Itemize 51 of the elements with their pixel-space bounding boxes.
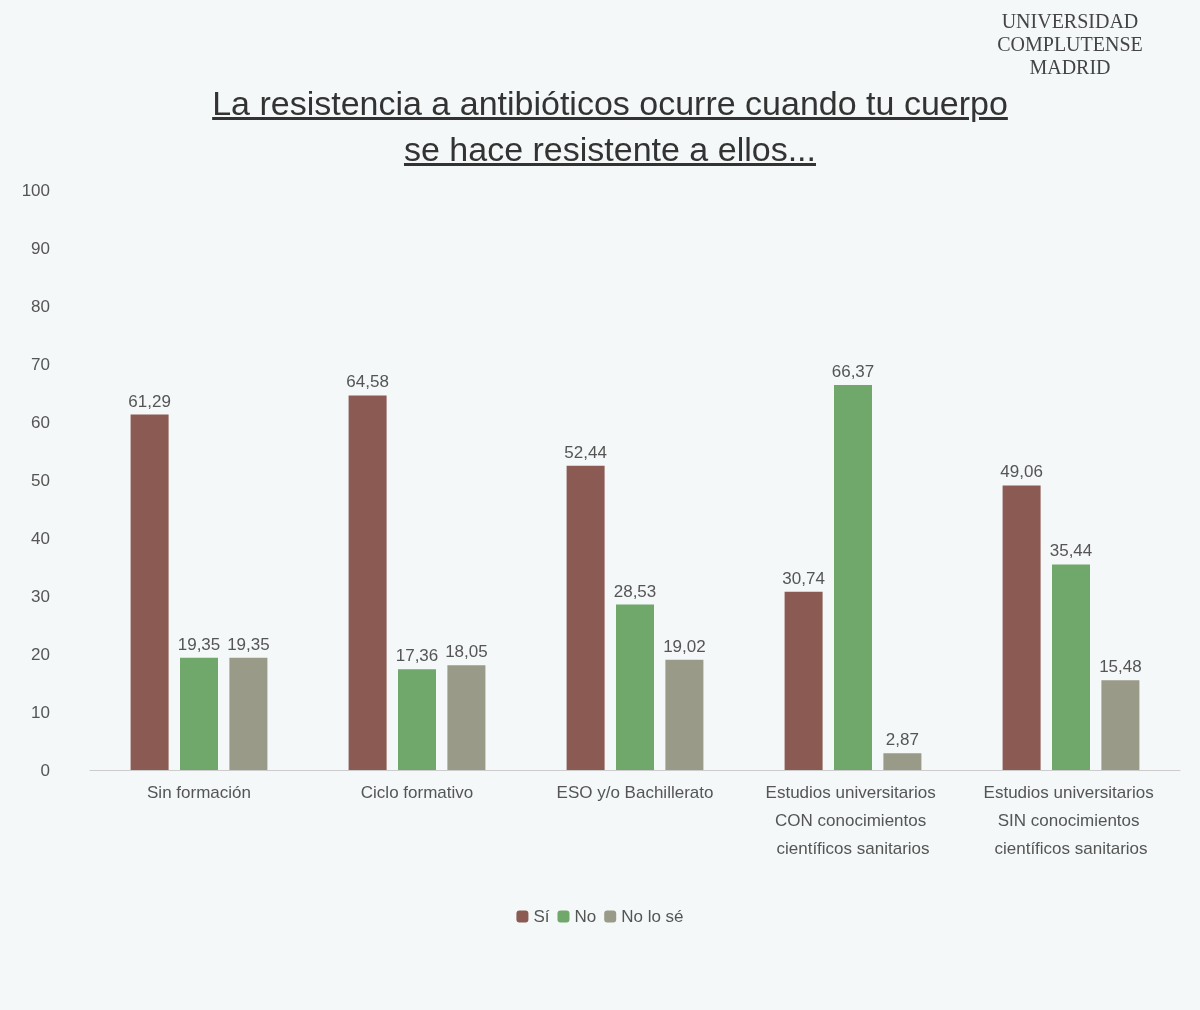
- y-tick-label: 70: [31, 354, 50, 374]
- data-label: 19,35: [177, 634, 221, 654]
- legend-label: No: [574, 907, 597, 926]
- y-tick-label: 0: [40, 760, 50, 780]
- data-label: 19,02: [663, 636, 706, 656]
- x-tick-label: Ciclo formativo: [360, 782, 474, 802]
- data-label: 61,29: [128, 391, 171, 411]
- data-label: 18,05: [445, 642, 488, 662]
- bar: [348, 395, 387, 770]
- y-tick-label: 60: [31, 412, 50, 432]
- bar: [566, 465, 605, 770]
- data-label: 19,35: [227, 634, 270, 654]
- data-label: 15,48: [1099, 657, 1142, 677]
- bar: [665, 659, 704, 770]
- data-label: 2,87: [885, 730, 919, 750]
- bar: [180, 657, 218, 770]
- data-label: 35,44: [1049, 541, 1093, 561]
- data-label: 17,36: [395, 646, 439, 666]
- data-label: 64,58: [346, 372, 389, 392]
- x-tick-label: Estudios universitarios SIN conocimientos científicos sanitarios: [983, 782, 1159, 858]
- y-tick-label: 30: [31, 586, 50, 606]
- bar: [784, 591, 823, 770]
- bar: [398, 669, 436, 770]
- x-tick-label: Estudios universitarios CON conocimientos científicos sanitarios: [765, 782, 941, 858]
- y-tick-label: 80: [31, 296, 50, 316]
- bar: [1052, 564, 1090, 770]
- bar: [447, 665, 486, 770]
- bar: [883, 753, 922, 770]
- bar: [616, 604, 654, 770]
- y-tick-label: 50: [31, 470, 50, 490]
- data-label: 30,74: [782, 568, 825, 588]
- bar: [1101, 680, 1140, 770]
- data-label: 49,06: [1000, 462, 1043, 482]
- bar: [1002, 485, 1041, 770]
- chart-title: La resistencia a antibióticos ocurre cuando tu cuerpo se hace resistente a ellos...: [211, 83, 1009, 170]
- y-tick-label: 10: [31, 702, 50, 722]
- legend-label: No lo sé: [621, 907, 684, 926]
- y-tick-label: 90: [31, 238, 50, 258]
- text: UNIVERSIDAD COMPLUTENSE MADRID: [996, 10, 1144, 79]
- bar: [130, 414, 169, 770]
- bar: [834, 385, 872, 770]
- y-tick-label: 40: [31, 528, 50, 548]
- data-label: 66,37: [831, 362, 875, 382]
- x-tick-label: Sin formación: [147, 782, 251, 802]
- data-label: 28,53: [613, 581, 657, 601]
- legend-label: Sí: [533, 907, 550, 926]
- y-tick-label: 100: [21, 180, 50, 200]
- bar: [229, 657, 268, 770]
- data-label: 52,44: [564, 442, 607, 462]
- y-tick-label: 20: [31, 644, 50, 664]
- x-tick-label: ESO y/o Bachillerato: [556, 782, 714, 802]
